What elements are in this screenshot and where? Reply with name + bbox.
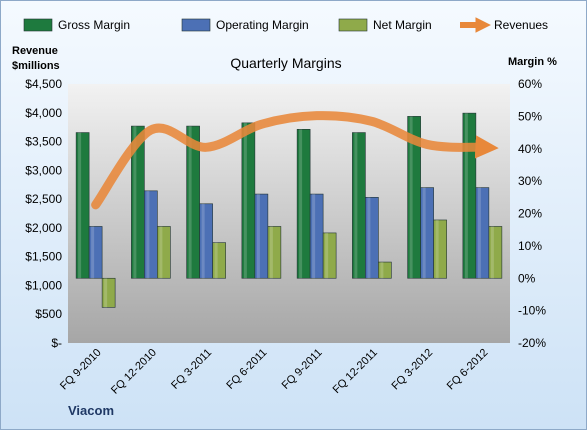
net-margin-bar: [101, 277, 116, 308]
net-margin-bar: [488, 226, 503, 279]
net-margin-bar-shine: [104, 278, 108, 308]
net-margin-bar-shine: [269, 226, 273, 279]
net-margin-bar-shine: [380, 262, 384, 279]
right-tick-label: 30%: [518, 174, 542, 188]
gross-margin-bar: [75, 132, 90, 279]
operating-margin-bar: [420, 187, 434, 279]
gross-margin-bar: [352, 132, 366, 279]
net-margin-bar: [322, 232, 337, 279]
gross-margin-bar: [462, 112, 477, 279]
left-tick-label: $4,000: [25, 106, 62, 120]
legend-label: Operating Margin: [216, 18, 309, 32]
net-margin-bar-shine: [490, 226, 494, 279]
net-margin-bar: [157, 226, 171, 279]
gross-margin-bar-shine: [133, 126, 137, 279]
operating-margin-bar-shine: [146, 190, 150, 279]
gross-margin-bar-shine: [354, 132, 358, 279]
left-tick-label: $-: [51, 336, 62, 350]
right-tick-label: -20%: [518, 336, 546, 350]
operating-margin-bar-shine: [201, 203, 205, 279]
right-axis-ticks: -20% -10% 0% 10% 20% 30% 40% 50% 60%: [518, 77, 546, 350]
operating-margin-bar-shine: [312, 194, 316, 279]
operating-margin-bar: [254, 193, 269, 279]
right-tick-label: 40%: [518, 142, 542, 156]
gross-margin-bar-shine: [409, 116, 413, 279]
operating-margin-bar-shine: [422, 187, 426, 279]
net-margin-bar-shine: [214, 242, 218, 279]
gross-margin-bar-shine: [188, 126, 192, 279]
revenues-line: [91, 111, 499, 210]
net-margin-legend-swatch: [338, 18, 368, 32]
operating-margin-bar: [88, 226, 103, 279]
legend: Gross Margin Operating Margin Net Margin Re…: [23, 17, 548, 33]
gross-margin-bar: [296, 129, 311, 279]
gross-margin-bar-shine: [464, 113, 468, 279]
right-axis-label: Margin %: [508, 56, 557, 68]
net-margin-bar: [433, 219, 447, 279]
net-margin-bar: [212, 242, 226, 279]
right-tick-label: 60%: [518, 77, 542, 91]
operating-margin-bar-shine: [477, 187, 481, 279]
gross-margin-bar-shine: [78, 132, 82, 279]
gross-margin-bar: [241, 122, 256, 279]
operating-margin-bar: [475, 187, 490, 279]
left-tick-label: $4,500: [25, 77, 62, 91]
net-margin-bar: [378, 261, 392, 279]
operating-margin-bar: [309, 193, 324, 279]
operating-margin-bar-shine: [91, 226, 95, 279]
left-tick-label: $3,000: [25, 163, 62, 177]
legend-label: Revenues: [494, 18, 548, 32]
right-tick-label: 50%: [518, 109, 542, 123]
operating-margin-legend-swatch: [181, 18, 211, 32]
left-axis-label-line1: Revenue: [12, 45, 58, 57]
legend-label: Gross Margin: [58, 18, 130, 32]
operating-margin-bar: [144, 190, 158, 279]
gross-margin-bar-shine: [243, 122, 247, 279]
gross-margin-bar-shine: [299, 129, 303, 279]
right-tick-label: 20%: [518, 207, 542, 221]
revenue-line-group: [91, 111, 499, 210]
operating-margin-bar: [365, 197, 379, 279]
company-label: Viacom: [68, 403, 114, 418]
gross-margin-bar: [186, 125, 200, 279]
operating-margin-bar-shine: [367, 197, 371, 279]
net-margin-bar: [267, 226, 282, 279]
left-tick-label: $3,500: [25, 135, 62, 149]
gross-margin-legend-swatch: [23, 18, 53, 32]
chart-title: Quarterly Margins: [230, 55, 341, 71]
left-tick-label: $2,000: [25, 221, 62, 235]
left-tick-label: $1,500: [25, 250, 62, 264]
net-margin-bar-shine: [435, 219, 439, 279]
net-margin-bar-shine: [325, 232, 329, 279]
net-margin-bar-shine: [159, 226, 163, 279]
left-axis-label-line2: $millions: [12, 60, 60, 72]
operating-margin-bar-shine: [256, 194, 260, 279]
right-tick-label: 10%: [518, 239, 542, 253]
bars-group: [75, 112, 503, 308]
legend-label: Net Margin: [373, 18, 432, 32]
left-axis-ticks: $- $500 $1,000 $1,500 $2,000 $2,500 $3,000 $3,5…: [25, 77, 62, 350]
operating-margin-bar: [199, 203, 213, 279]
left-tick-label: $500: [35, 307, 62, 321]
left-tick-label: $2,500: [25, 192, 62, 206]
right-tick-label: 0%: [518, 271, 536, 285]
right-tick-label: -10%: [518, 304, 546, 318]
left-tick-label: $1,000: [25, 278, 62, 292]
